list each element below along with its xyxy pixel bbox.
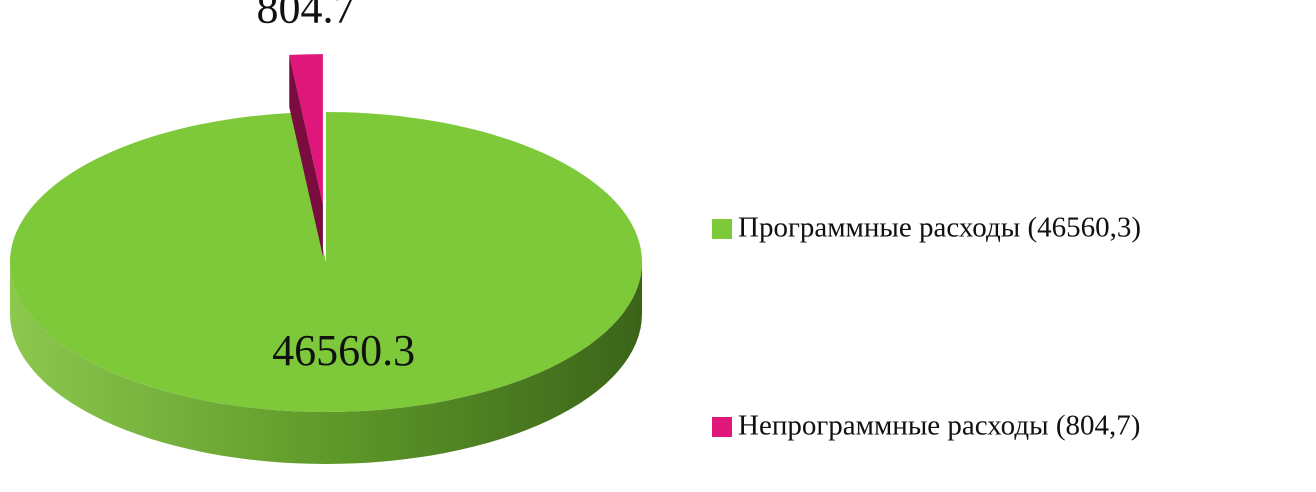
data-label: 46560.3 <box>272 326 415 375</box>
data-label: 804.7 <box>257 0 356 32</box>
legend-text: Непрограммные расходы (804,7) <box>738 410 1140 442</box>
slice <box>289 54 323 205</box>
slice-side <box>10 262 642 464</box>
legend-swatch <box>712 417 732 437</box>
legend-swatch <box>712 219 732 239</box>
slice-face <box>289 54 323 257</box>
slice <box>10 111 643 412</box>
legend-text: Программные расходы (46560,3) <box>738 212 1141 244</box>
